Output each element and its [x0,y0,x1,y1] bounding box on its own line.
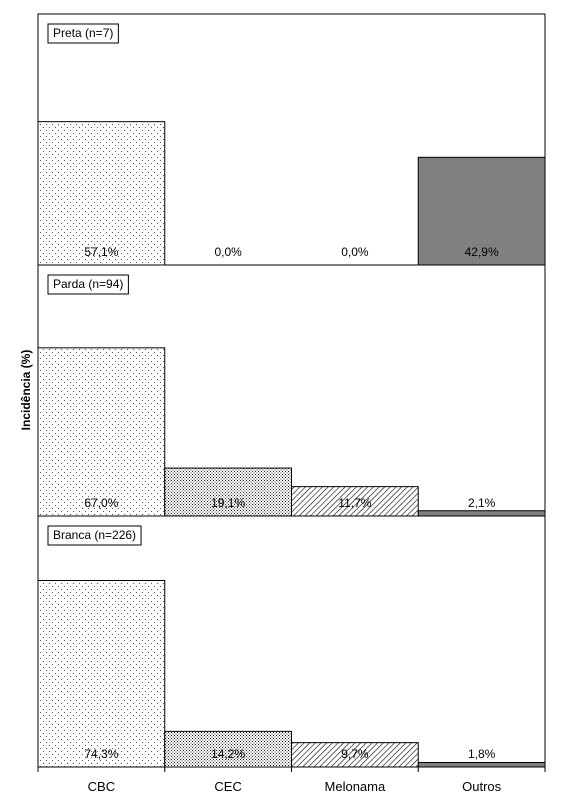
data-label: 42,9% [465,245,499,259]
data-label: 57,1% [84,245,118,259]
panel-label-box [47,23,119,44]
panel-label-box [47,525,142,546]
bar-outros [417,761,546,768]
panel-label: Branca (n=226) [53,528,136,542]
bar-cbc [37,580,166,768]
x-tick-label-cbc: CBC [88,779,115,794]
bar-cbc [37,121,166,266]
data-label: 2,1% [468,496,496,510]
y-axis-label: Incidência (%) [19,350,33,431]
data-label: 19,1% [211,496,245,510]
panel-label-box [47,274,129,295]
bar-melonama [291,486,419,517]
data-label: 11,7% [338,496,371,510]
x-tick-label-cec: CEC [214,779,241,794]
data-label: 74,3% [84,747,118,761]
panels: 57,1% 0,0% 0,0% 42,9% Preta (n=7) 67,0% 19,1% 1… [37,13,546,768]
panel-2: 74,3% 14,2% 9,7% 1,8% Branca (n=226) [37,515,546,768]
panel-label: Parda (n=94) [53,277,123,291]
bar-cec [164,467,292,517]
bar-cbc [37,347,166,517]
x-axis: CBC CEC Melonama Outros [37,767,546,794]
bar-cec [164,730,292,768]
data-label: 14,2% [211,747,245,761]
bar-outros [417,510,546,517]
data-label: 67,0% [84,496,118,510]
data-label: 9,7% [341,747,369,761]
data-label: 0,0% [214,245,242,259]
bar-outros [417,156,546,266]
panel-label: Preta (n=7) [53,26,113,40]
panel-1: 67,0% 19,1% 11,7% 2,1% Parda (n=94) [37,264,546,517]
data-label: 0,0% [341,245,369,259]
data-label: 1,8% [468,747,496,761]
x-tick-label-outros: Outros [462,779,502,794]
panel-0: 57,1% 0,0% 0,0% 42,9% Preta (n=7) [37,13,546,266]
x-tick-label-melonama: Melonama [325,779,386,794]
